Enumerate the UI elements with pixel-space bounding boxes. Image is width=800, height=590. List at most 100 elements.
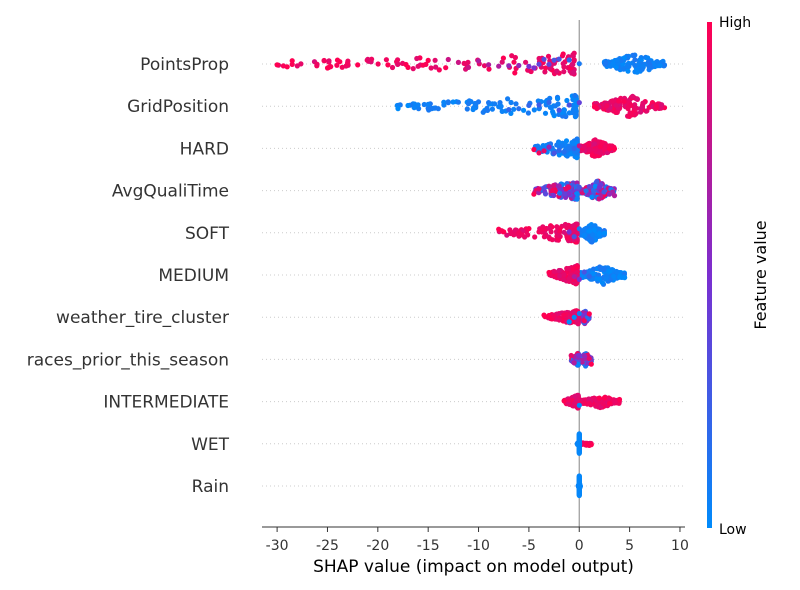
shap-dot: [611, 146, 618, 152]
shap-dot: [496, 63, 502, 69]
shap-dot: [523, 59, 529, 65]
shap-dot: [559, 53, 566, 59]
x-tick-label: 0: [575, 538, 584, 554]
shap-dot: [581, 269, 587, 275]
shap-dot: [541, 234, 548, 240]
shap-dot: [561, 149, 567, 155]
shap-dot: [560, 61, 566, 67]
shap-dot: [411, 105, 417, 111]
shap-dot: [508, 99, 514, 106]
shap-dot: [601, 146, 608, 152]
shap-dot: [428, 65, 434, 71]
shap-dot: [576, 143, 582, 149]
shap-dot: [611, 273, 617, 279]
shap-dot: [589, 152, 595, 158]
shap-dot: [508, 110, 514, 116]
shap-dot: [511, 106, 517, 112]
shap-dot: [435, 106, 441, 112]
shap-dot: [592, 183, 598, 189]
shap-dot: [425, 101, 431, 107]
shap-dot: [546, 225, 552, 231]
shap-dot: [475, 58, 482, 64]
shap-dot: [554, 224, 560, 230]
shap-dot: [616, 98, 622, 104]
shap-dot: [634, 69, 640, 75]
shap-dot: [566, 276, 572, 282]
shap-dot: [546, 313, 552, 319]
shap-dot: [383, 57, 389, 63]
shap-dot: [590, 187, 597, 193]
shap-dot: [294, 63, 300, 69]
shap-dot: [603, 276, 609, 282]
feature-label: AvgQualiTime: [112, 182, 229, 202]
shap-dot: [571, 234, 577, 240]
feature-label: PointsProp: [140, 55, 229, 75]
shap-dot: [560, 276, 567, 283]
shap-dot: [630, 93, 636, 99]
feature-label: HARD: [180, 139, 229, 159]
shap-dot: [571, 50, 577, 56]
shap-dot: [591, 141, 598, 147]
shap-dot: [475, 99, 482, 105]
shap-dot: [423, 61, 429, 67]
shap-dot: [486, 66, 492, 72]
shap-dot: [536, 150, 542, 156]
shap-dot: [599, 280, 606, 286]
shap-dot: [554, 68, 560, 74]
shap-dot: [571, 57, 577, 63]
shap-dot: [499, 59, 505, 65]
shap-dot: [546, 99, 552, 105]
shap-dot: [395, 61, 401, 67]
shap-dot: [565, 235, 571, 241]
feature-label: MEDIUM: [158, 266, 229, 286]
shap-dot: [569, 61, 575, 68]
shap-dot: [505, 96, 511, 102]
colorbar-low-label: Low: [719, 522, 747, 538]
shap-dot: [596, 231, 603, 237]
shap-dot: [395, 106, 401, 112]
shap-dot: [576, 310, 582, 317]
shap-dot: [433, 64, 439, 70]
shap-dot: [639, 66, 645, 72]
shap-dot: [570, 266, 576, 272]
shap-dot: [632, 62, 638, 69]
shap-dot: [314, 61, 320, 67]
shap-dot: [657, 63, 663, 69]
shap-dot: [640, 100, 646, 106]
shap-dot: [590, 271, 596, 277]
shap-dot: [432, 57, 438, 63]
shap-dot: [546, 183, 552, 189]
shap-dot: [581, 353, 587, 359]
shap-dot: [541, 56, 547, 62]
shap-dot: [464, 106, 470, 112]
shap-dot: [561, 398, 567, 404]
shap-dot: [531, 146, 537, 153]
shap-dot: [574, 191, 580, 197]
shap-dot: [557, 190, 563, 196]
shap-dot: [566, 102, 572, 108]
shap-dot: [621, 98, 627, 104]
x-axis: -30 -25 -20 -15 -10 -5 0 5 10 SHAP value (impact…: [262, 526, 689, 577]
shap-dot: [614, 109, 620, 115]
shap-dot: [441, 99, 447, 105]
shap-dot: [612, 398, 618, 404]
shap-dot: [611, 193, 618, 199]
shap-dot: [375, 61, 381, 67]
shap-dot: [445, 56, 451, 63]
shap-dot: [345, 61, 351, 67]
shap-dot: [606, 146, 613, 152]
shap-dot: [556, 233, 562, 239]
colorbar: High Low Feature value: [707, 15, 770, 538]
shap-dot: [536, 190, 542, 196]
shap-dot: [614, 57, 620, 63]
shap-dot: [566, 184, 572, 190]
shap-dot: [561, 69, 567, 75]
shap-dot: [507, 227, 513, 233]
x-tick-label: 10: [671, 538, 689, 554]
shap-dot: [571, 274, 577, 280]
shap-dot: [576, 61, 582, 67]
shap-dot: [616, 400, 622, 406]
shap-dot: [526, 102, 532, 108]
shap-dot: [581, 227, 587, 233]
shap-dot: [596, 150, 603, 156]
